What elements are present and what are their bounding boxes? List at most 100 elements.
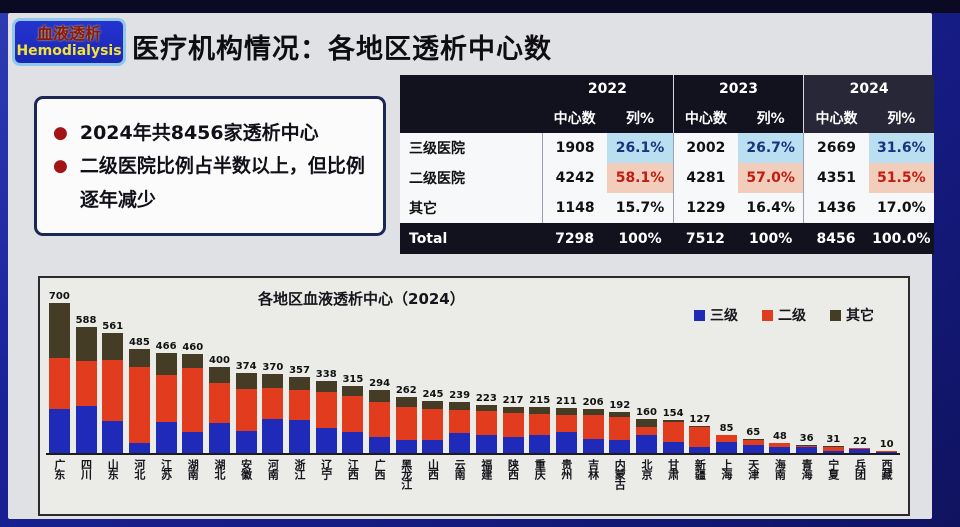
bar-segment-三级	[529, 434, 551, 453]
legend-item-tier2: 二级	[762, 305, 806, 325]
cell-tier3-2023-count: 2002	[672, 133, 738, 163]
bar-stack	[822, 446, 844, 453]
bar-segment-二级	[128, 367, 150, 443]
cell-other-2022-pct: 15.7%	[607, 193, 673, 223]
bar-segment-三级	[475, 435, 497, 453]
bar-value-label: 374	[235, 360, 257, 372]
bar-segment-三级	[555, 431, 577, 453]
bar-segment-其它	[449, 401, 471, 410]
bar-segment-其它	[555, 407, 577, 416]
col-header-centers: 中心数	[803, 102, 869, 133]
hemodialysis-badge: 血液透析 Hemodialysis	[12, 18, 126, 66]
bar-segment-其它	[289, 376, 311, 391]
x-label-column: 重庆	[526, 456, 553, 512]
bar-stack	[48, 303, 70, 453]
legend-label: 二级	[778, 308, 806, 324]
page-title: 医疗机构情况：各地区透析中心数	[132, 34, 552, 65]
bar-stack	[128, 349, 150, 453]
bar-segment-三级	[289, 420, 311, 453]
bar-stack	[742, 439, 764, 453]
bar-segment-其它	[716, 434, 738, 436]
cell-tier3-2024-pct: 31.6%	[868, 133, 934, 163]
table-corner-cell	[400, 75, 542, 102]
x-axis-label: 浙江	[293, 459, 307, 479]
bar-segment-二级	[369, 401, 391, 437]
bar-value-label: 466	[155, 341, 177, 353]
bar-column: 65	[740, 427, 767, 453]
x-axis-label: 福建	[479, 459, 493, 479]
bullet-dot-icon: ●	[53, 156, 68, 177]
bar-column: 338	[313, 369, 340, 453]
bullet-dot-icon: ●	[53, 123, 68, 143]
bar-segment-其它	[609, 411, 631, 418]
bars-plot: 700 588 561 485 466 460 400 374 370 357 338 315 294 2…	[46, 277, 900, 455]
bar-segment-三级	[662, 442, 684, 453]
x-label-column: 湖北	[206, 456, 233, 512]
bar-segment-三级	[635, 434, 657, 453]
bar-column: 561	[99, 321, 126, 453]
bar-value-label: 294	[369, 378, 391, 390]
cell-total-2023-pct: 100%	[738, 223, 804, 254]
bar-segment-三级	[822, 450, 844, 453]
x-label-column: 天津	[740, 456, 767, 512]
col-header-centers: 中心数	[542, 102, 608, 133]
bar-segment-三级	[369, 436, 391, 453]
year-header-2022: 2022	[542, 75, 673, 102]
bar-segment-其它	[395, 396, 417, 408]
bar-column: 211	[553, 396, 580, 453]
bar-column: 294	[366, 378, 393, 453]
bar-stack	[876, 450, 898, 453]
bar-segment-二级	[262, 388, 284, 420]
x-axis-label: 海南	[773, 459, 787, 479]
bar-segment-其它	[502, 406, 524, 413]
bar-column: 192	[606, 400, 633, 453]
cell-total-2022-pct: 100%	[607, 223, 673, 254]
bar-segment-三级	[262, 419, 284, 453]
bar-segment-其它	[315, 380, 337, 393]
legend-item-tier3: 三级	[694, 305, 738, 325]
bar-segment-二级	[208, 383, 230, 423]
x-label-column: 四川	[73, 456, 100, 512]
bar-column: 245	[420, 389, 447, 453]
bar-segment-三级	[876, 451, 898, 453]
bar-segment-二级	[289, 390, 311, 421]
cell-total-2023-count: 7512	[672, 223, 738, 254]
cell-other-2022-count: 1148	[542, 193, 608, 223]
bar-value-label: 588	[75, 315, 97, 327]
bar-column: 466	[153, 341, 180, 453]
bar-column: 370	[260, 362, 287, 453]
bar-value-label: 400	[209, 355, 230, 367]
x-label-column: 兵团	[847, 456, 874, 512]
bar-column: 223	[473, 393, 500, 453]
x-axis-label: 山东	[106, 459, 120, 479]
bar-column: 400	[206, 355, 233, 453]
bar-stack	[395, 396, 417, 453]
bar-segment-其它	[75, 327, 97, 361]
cell-total-2024-pct: 100.0%	[868, 223, 934, 254]
bar-value-label: 31	[826, 434, 841, 446]
x-axis-label: 吉林	[586, 459, 600, 479]
cell-total-2024-count: 8456	[803, 223, 869, 254]
bar-value-label: 357	[289, 364, 310, 376]
total-row-label: Total	[400, 223, 542, 254]
bar-value-label: 160	[636, 406, 657, 418]
bar-segment-三级	[849, 449, 871, 453]
x-axis-label: 北京	[639, 459, 653, 479]
cell-other-2024-count: 1436	[803, 193, 869, 223]
bar-segment-其它	[235, 372, 257, 389]
cell-tier3-2023-pct: 26.7%	[738, 133, 804, 163]
bar-column: 154	[660, 408, 687, 453]
bar-column: 262	[393, 385, 420, 453]
x-axis-label: 宁夏	[826, 459, 840, 479]
bar-value-label: 262	[395, 384, 417, 396]
row-label-other: 其它	[400, 193, 542, 223]
bar-stack	[262, 373, 284, 453]
bar-segment-其它	[422, 400, 444, 410]
bar-value-label: 561	[102, 320, 124, 332]
x-label-column: 安徽	[233, 456, 260, 512]
bar-stack	[529, 407, 551, 453]
bar-segment-二级	[769, 442, 791, 447]
bar-segment-二级	[555, 415, 577, 432]
x-axis-label: 天津	[746, 459, 760, 479]
slide: 血液透析 Hemodialysis 医疗机构情况：各地区透析中心数 ● 2024…	[8, 13, 934, 519]
